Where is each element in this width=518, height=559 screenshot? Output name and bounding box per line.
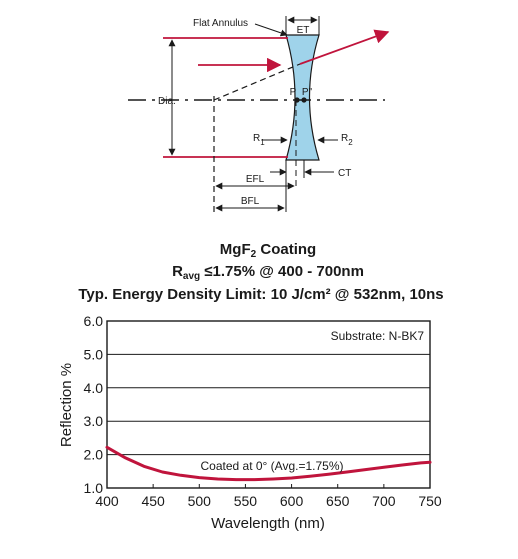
flat-annulus-label: Flat Annulus	[193, 18, 248, 29]
reflection-curve	[105, 445, 432, 482]
plot-frame	[106, 320, 431, 489]
principal-point-p-prime	[301, 97, 307, 103]
ray-virtual-extension	[213, 63, 301, 101]
coating-title: MgF2 Coating Ravg ≤1.75% @ 400 - 700nm T…	[78, 241, 443, 303]
dia-label: Dia.	[158, 96, 176, 107]
y-tick-label: 5.0	[84, 346, 104, 362]
p-label: P	[290, 87, 297, 98]
flat-annulus-leader	[254, 23, 288, 37]
principal-point-p	[294, 97, 300, 103]
r1-label: R1	[253, 133, 265, 147]
r2-label: R2	[341, 133, 353, 147]
x-tick-label: 550	[234, 493, 258, 509]
lens-diagram: Flat Annulus ET Dia. P P" R1 R2 CT EFL B…	[128, 16, 390, 212]
chart-ticks: 1.0 2.0 3.0 4.0 5.0 6.0 400 450 500 550 600 650 700 7…	[84, 313, 442, 509]
y-tick-label: 3.0	[84, 413, 104, 429]
x-tick-label: 450	[141, 493, 165, 509]
substrate-annotation: Substrate: N-BK7	[331, 329, 425, 343]
y-tick-label: 1.0	[84, 480, 104, 496]
y-tick-label: 2.0	[84, 447, 104, 463]
x-axis-title: Wavelength (nm)	[211, 515, 325, 532]
y-axis-title: Reflection %	[58, 363, 75, 447]
x-tick-label: 650	[326, 493, 350, 509]
x-tick-label: 750	[418, 493, 442, 509]
reflection-chart: 1.0 2.0 3.0 4.0 5.0 6.0 400 450 500 550 600 650 700 7…	[58, 313, 442, 532]
p-prime-label: P"	[302, 87, 313, 98]
coating-title-line3: Typ. Energy Density Limit: 10 J/cm² @ 53…	[78, 286, 443, 303]
ct-label: CT	[338, 168, 351, 179]
x-tick-label: 700	[372, 493, 396, 509]
lens-body	[285, 34, 320, 161]
y-tick-label: 4.0	[84, 380, 104, 396]
x-tick-label: 500	[188, 493, 212, 509]
ray-diverging	[299, 29, 390, 65]
efl-label: EFL	[246, 174, 265, 185]
chart-gridlines	[107, 353, 430, 456]
coating-title-line1: MgF2 Coating	[220, 241, 316, 260]
et-label: ET	[297, 25, 310, 36]
bfl-label: BFL	[241, 196, 260, 207]
y-tick-label: 6.0	[84, 313, 104, 329]
x-tick-label: 400	[95, 493, 119, 509]
coating-title-line2: Ravg ≤1.75% @ 400 - 700nm	[172, 263, 364, 282]
x-tick-label: 600	[280, 493, 304, 509]
curve-annotation: Coated at 0° (Avg.=1.75%)	[201, 459, 344, 473]
